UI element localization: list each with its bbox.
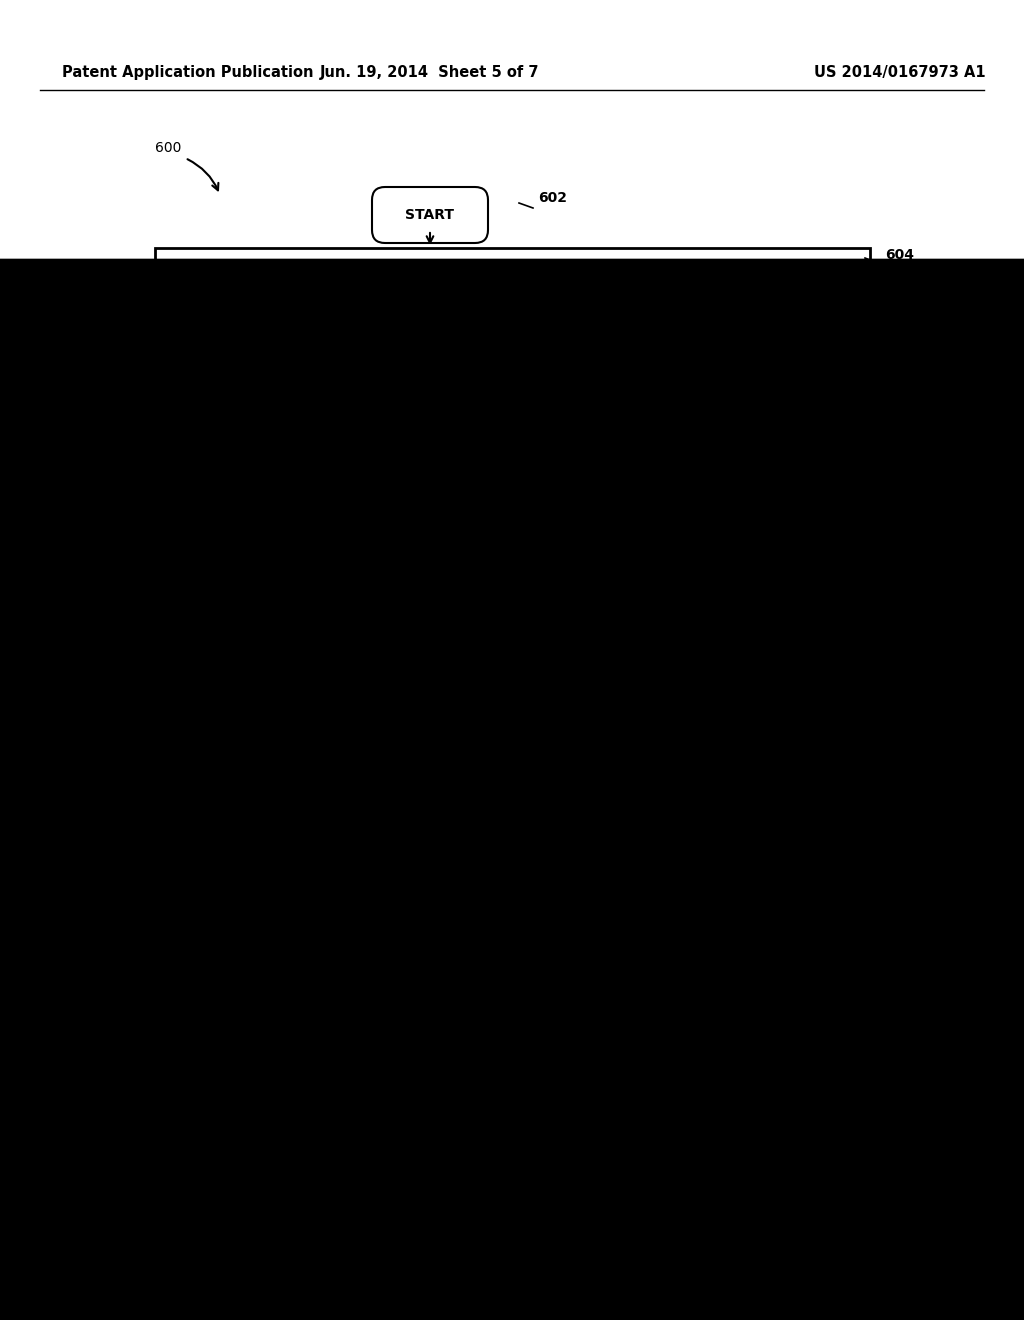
Text: 206: 206 <box>393 1097 419 1110</box>
Text: 620: 620 <box>503 768 529 781</box>
Text: ENVIRONMENTAL
SENSOR: ENVIRONMENTAL SENSOR <box>158 1039 278 1067</box>
Text: ENVIRONMENT: ENVIRONMENT <box>197 999 300 1012</box>
Text: 624: 624 <box>322 677 351 690</box>
Bar <box>352 787 492 935</box>
Bar <box>155 248 870 643</box>
Text: 610: 610 <box>858 565 887 579</box>
Text: PHYSICAL
ACTIVITY: PHYSICAL ACTIVITY <box>435 1131 505 1159</box>
Text: 616: 616 <box>340 726 366 739</box>
Text: 202: 202 <box>393 1003 419 1016</box>
Text: END: END <box>414 665 446 678</box>
Text: 612: 612 <box>530 651 559 665</box>
Bar <box>181 1110 219 1168</box>
Text: 404: 404 <box>218 1168 245 1181</box>
Text: Patent Application Publication: Patent Application Publication <box>62 65 313 79</box>
Text: 104: 104 <box>135 1093 161 1106</box>
Text: 106: 106 <box>133 1003 159 1016</box>
Text: 102: 102 <box>222 1209 248 1221</box>
Bar <box>209 817 289 867</box>
Text: 606: 606 <box>845 265 873 279</box>
Bar <box>196 465 826 576</box>
Bar <box>118 987 378 1298</box>
Text: 618: 618 <box>358 768 384 781</box>
FancyBboxPatch shape <box>378 645 482 698</box>
Text: 602: 602 <box>538 191 567 205</box>
Bar <box>338 738 955 956</box>
Text: US 2014/0167973 A1: US 2014/0167973 A1 <box>814 65 986 79</box>
Text: ENVIRONMENTAL
METRIC: ENVIRONMENTAL METRIC <box>410 1039 530 1067</box>
Text: 614: 614 <box>975 693 1005 708</box>
Text: FIG. 6: FIG. 6 <box>454 1269 526 1288</box>
Text: SEND PHYSICAL ACTIVITY TO DEVICE: SEND PHYSICAL ACTIVITY TO DEVICE <box>382 609 640 622</box>
Bar <box>164 730 334 954</box>
Bar <box>180 284 840 449</box>
Text: Jun. 19, 2014  Sheet 5 of 7: Jun. 19, 2014 Sheet 5 of 7 <box>321 65 540 79</box>
FancyBboxPatch shape <box>372 187 488 243</box>
Text: 600: 600 <box>155 141 181 154</box>
Bar <box>155 698 965 973</box>
Bar <box>652 787 792 935</box>
Text: 608: 608 <box>858 438 887 451</box>
Text: CPU: CPU <box>230 833 268 851</box>
Text: 406: 406 <box>168 726 195 738</box>
Text: 622: 622 <box>650 768 676 781</box>
Text: EXECUTE ON PROCESSOR INSTRUCTIONS CONFIGURED TO:: EXECUTE ON PROCESSOR INSTRUCTIONS CONFIG… <box>285 264 695 276</box>
Text: 604: 604 <box>885 248 914 261</box>
Text: PHYSICAL ACTIVITY IDENTIFYING SERVER: PHYSICAL ACTIVITY IDENTIFYING SERVER <box>428 709 753 723</box>
Bar <box>196 590 826 640</box>
Text: IDENTIFY, ACCORDING TO CLASSIFIER LOGIC, PHYSICAL
ACTIVITY THAT, WHEN PERFORMED : IDENTIFY, ACCORDING TO CLASSIFIER LOGIC,… <box>293 499 729 541</box>
Text: 626: 626 <box>182 693 211 708</box>
Bar <box>385 1020 555 1085</box>
Bar <box>502 787 642 935</box>
Bar <box>385 1113 555 1177</box>
Text: UPON RECEIVING FROM DEVICE ENVIRONMENTAL METRICS,
NOT COMPRISING USER INPUT RECE: UPON RECEIVING FROM DEVICE ENVIRONMENTAL… <box>302 338 718 396</box>
Bar <box>130 1020 305 1085</box>
Text: CLASSIFIER
LOGIC: CLASSIFIER LOGIC <box>527 846 616 876</box>
Text: MEMORY: MEMORY <box>387 854 457 869</box>
Text: START: START <box>406 209 455 222</box>
Text: SYSTEM: SYSTEM <box>608 748 672 762</box>
Text: PHYSICAL
ACTIVITY
PROFILES: PHYSICAL ACTIVITY PROFILES <box>683 838 761 884</box>
